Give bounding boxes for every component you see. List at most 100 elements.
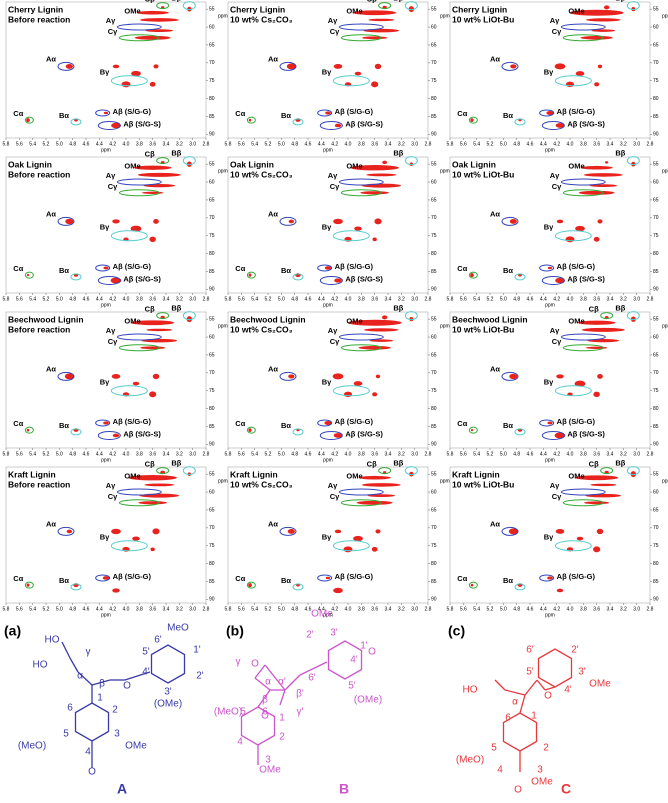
peak-circle — [562, 499, 604, 507]
peak-label: Bα — [59, 421, 69, 430]
x-tick-label: 4.0 — [567, 141, 574, 147]
cross-peak — [353, 381, 363, 386]
x-tick-label: 5.2 — [265, 141, 272, 147]
y-tick-label: 75 — [209, 388, 215, 394]
y-tick-label: 75 — [431, 543, 437, 549]
y-tick-label: 55 — [653, 161, 659, 167]
x-tick-label: 3.8 — [358, 606, 365, 612]
x-tick-label: 4.2 — [331, 451, 338, 457]
cross-peak — [361, 483, 401, 487]
x-tick-label: 2.8 — [425, 141, 432, 147]
peak-label: Cα — [235, 574, 245, 583]
cross-peak — [121, 81, 131, 88]
peak-circle — [514, 273, 526, 281]
peak-label: Aγ — [550, 171, 560, 180]
peak-circle — [97, 430, 121, 440]
y-tick-label: 70 — [209, 215, 215, 221]
peak-label: Cγ — [108, 337, 118, 346]
atom-label: HO — [45, 635, 60, 646]
panel-title: Beechwood Lignin — [230, 314, 306, 324]
peak-circle — [110, 385, 148, 397]
y-axis-label: ppm — [662, 478, 668, 484]
peak-circle — [70, 583, 82, 591]
cross-peak — [547, 421, 553, 425]
x-tick-label: 3.2 — [176, 606, 183, 612]
peak-label: Aβ (S/G-G) — [557, 262, 596, 271]
peak-circle — [468, 426, 478, 434]
plot-frame — [449, 466, 651, 604]
x-tick-label: 4.0 — [123, 296, 130, 302]
y-tick-label: 65 — [209, 507, 215, 513]
cross-peak — [554, 63, 566, 70]
peak-circle — [340, 34, 382, 42]
atom-label: OMe — [589, 679, 611, 690]
x-tick-label: 3.0 — [411, 296, 418, 302]
x-tick-label: 4.6 — [305, 606, 312, 612]
x-tick-label: 4.2 — [109, 606, 116, 612]
bond — [254, 664, 266, 679]
peak-label: Aα — [46, 364, 56, 373]
y-tick-label: 55 — [209, 316, 215, 322]
x-tick-label: 4.4 — [318, 141, 325, 147]
x-tick-label: 4.6 — [527, 296, 534, 302]
peak-circle — [562, 189, 604, 197]
y-tick-label: 60 — [431, 179, 437, 185]
y-tick-label: 80 — [431, 561, 437, 567]
x-tick-label: 3.6 — [593, 296, 600, 302]
cross-peak — [149, 391, 157, 398]
peak-label: Aα — [46, 209, 56, 218]
peak-label: Cβ — [367, 0, 377, 4]
panel-title: 10 wt% LiOt-Bu — [452, 479, 514, 489]
cross-peak — [144, 483, 175, 487]
plot-frame — [449, 1, 651, 139]
x-tick-label: 4.8 — [69, 606, 76, 612]
x-tick-label: 5.4 — [251, 451, 258, 457]
atom-label: (OMe) — [354, 695, 382, 706]
peak-label: Aβ (S/G-S) — [567, 429, 605, 438]
x-axis-label: ppm — [545, 457, 555, 463]
peak-circle — [541, 120, 565, 130]
bond — [257, 689, 271, 708]
peak-circle — [279, 216, 297, 226]
peak-label: Bγ — [100, 378, 110, 387]
y-tick-label: 70 — [431, 60, 437, 66]
peak-circle — [156, 157, 170, 165]
peak-label: Bβ — [171, 304, 181, 313]
peak-label: Bα — [503, 421, 513, 430]
peak-circle — [404, 1, 418, 11]
y-tick-label: 90 — [653, 132, 659, 138]
atom-label: γ — [236, 657, 241, 668]
panel-title: Oak Lignin — [230, 159, 274, 169]
bond — [494, 679, 506, 691]
x-tick-label: 3.0 — [189, 606, 196, 612]
x-tick-label: 5.0 — [278, 141, 285, 147]
peak-label: Bα — [59, 266, 69, 275]
x-tick-label: 4.6 — [527, 451, 534, 457]
atom-label: 6 — [262, 707, 268, 718]
peak-label: Cβ — [145, 0, 155, 4]
cross-peak — [593, 236, 600, 242]
bond — [519, 694, 526, 714]
peak-label: Bα — [503, 576, 513, 585]
peak-circle — [116, 178, 162, 186]
x-tick-label: 5.8 — [225, 296, 232, 302]
cross-peak — [586, 18, 621, 22]
peak-circle — [70, 273, 82, 281]
y-tick-label: 80 — [431, 96, 437, 102]
x-tick-label: 5.4 — [473, 296, 480, 302]
cross-peak — [575, 225, 585, 232]
cross-peak — [360, 191, 390, 195]
y-tick-label: 85 — [653, 579, 659, 585]
peak-label: Cβ — [145, 150, 155, 159]
x-tick-label: 3.8 — [136, 296, 143, 302]
atom-label: 3 — [265, 755, 271, 766]
peak-circle — [118, 189, 160, 197]
peak-circle — [332, 385, 370, 397]
plot-frame — [449, 156, 651, 294]
y-tick-label: 75 — [209, 233, 215, 239]
peak-circle — [626, 1, 640, 11]
peak-circle — [501, 526, 519, 536]
spectrum-panel: 5.8 5.6 5.4 5.2 5.0 4.8 4.6 4.4 4.2 4.0 3.8 3.6 3.4 3… — [3, 304, 228, 464]
y-tick-label: 55 — [209, 471, 215, 477]
